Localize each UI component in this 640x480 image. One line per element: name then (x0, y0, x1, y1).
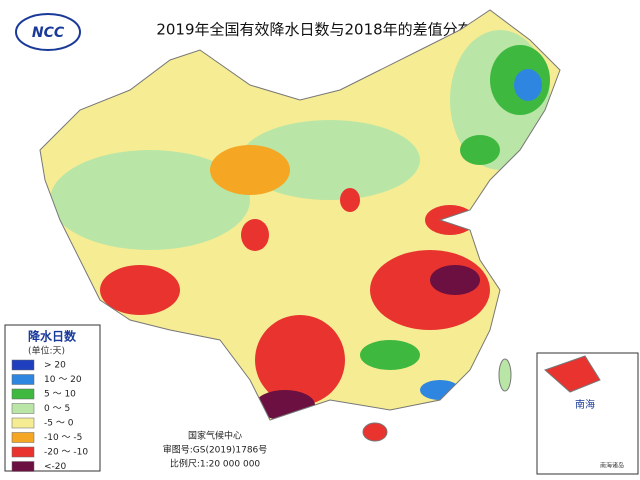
legend-swatch (11, 403, 35, 414)
legend-title: 降水日数 (28, 329, 77, 344)
hainan (362, 422, 388, 442)
legend-label: <-20 (44, 462, 67, 472)
inset-label: 南海 (575, 398, 595, 411)
footer-approval: 审图号:GS(2019)1786号 (163, 444, 268, 456)
inset-caption: 南海诸岛 (600, 462, 624, 470)
legend-swatch (11, 359, 35, 371)
legend-swatch (11, 446, 35, 458)
logo-text: NCC (32, 25, 65, 41)
legend-label: 10 ～ 20 (44, 375, 82, 385)
legend: 降水日数 (单位:天) > 20 10 ～ 20 5 ～ 10 0 ～ 5 -5 ～ 0… (4, 324, 101, 472)
logo: NCC (15, 13, 81, 51)
legend-label: -5 ～ 0 (44, 419, 74, 429)
legend-unit: (单位:天) (28, 345, 65, 357)
legend-label: 0 ～ 5 (44, 404, 70, 414)
legend-label: > 20 (44, 361, 66, 371)
legend-swatch (11, 461, 35, 472)
legend-swatch (11, 417, 35, 429)
legend-swatch (11, 374, 35, 385)
china-outline (39, 9, 561, 421)
legend-label: -20 ～ -10 (44, 448, 88, 458)
taiwan (498, 358, 512, 392)
map-title: 2019年全国有效降水日数与2018年的差值分布图 (156, 21, 487, 39)
legend-swatch (11, 432, 35, 443)
inset: 南海 南海诸岛 (536, 352, 639, 475)
legend-label: 5 ～ 10 (44, 390, 76, 400)
footer-agency: 国家气候中心 (188, 430, 242, 442)
legend-label: -10 ～ -5 (44, 433, 82, 443)
legend-swatch (11, 388, 35, 400)
footer-scale: 比例尺:1:20 000 000 (170, 458, 261, 470)
